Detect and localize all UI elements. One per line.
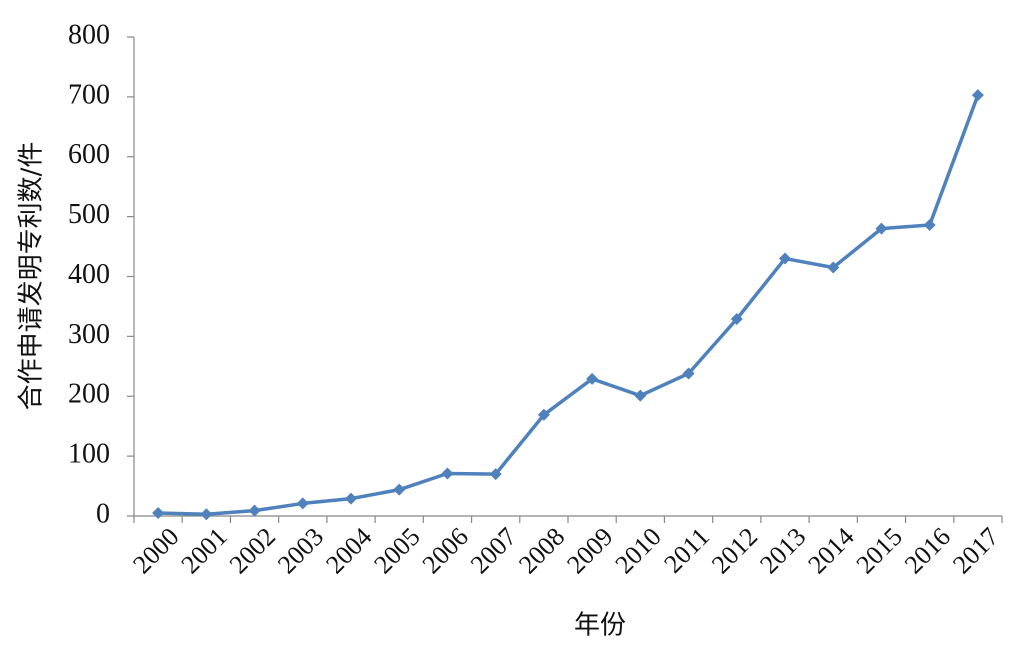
x-tick-label: 2001 — [176, 522, 233, 579]
data-point — [827, 261, 840, 274]
x-tick-label: 2009 — [561, 522, 618, 579]
data-point — [296, 497, 309, 510]
y-tick-label: 500 — [68, 199, 110, 230]
x-tick-label: 2003 — [272, 522, 329, 579]
data-point — [586, 372, 599, 385]
y-axis-title: 合作申请发明专利数/件 — [17, 142, 47, 411]
x-tick-label: 2017 — [947, 522, 1004, 579]
data-point — [393, 483, 406, 496]
data-point — [875, 222, 888, 235]
x-tick-label: 2007 — [465, 522, 522, 579]
data-point — [489, 468, 502, 481]
x-tick-label: 2002 — [224, 522, 281, 579]
data-line — [158, 94, 980, 516]
data-point — [441, 467, 454, 480]
y-tick-label: 100 — [68, 439, 110, 470]
y-tick-label: 300 — [68, 319, 110, 350]
x-tick-label: 2014 — [802, 522, 859, 579]
y-tick-label: 200 — [68, 379, 110, 410]
x-tick-label: 2016 — [899, 522, 956, 579]
x-axis-title: 年份 — [574, 611, 626, 641]
y-tick-label: 700 — [68, 79, 110, 110]
y-tick-label: 800 — [68, 19, 110, 50]
data-point — [779, 252, 791, 265]
y-tick-label: 0 — [96, 498, 110, 529]
data-point — [537, 408, 550, 421]
x-tick-label: 2000 — [127, 522, 184, 579]
x-tick-label: 2004 — [320, 522, 377, 579]
y-tick-label: 600 — [68, 139, 110, 170]
x-tick-label: 2012 — [706, 522, 763, 579]
data-point — [971, 89, 984, 102]
x-tick-label: 2005 — [368, 522, 425, 579]
x-tick-label: 2011 — [658, 522, 715, 579]
data-point — [200, 508, 213, 521]
x-tick-label: 2006 — [417, 522, 474, 579]
data-point — [248, 504, 261, 517]
data-point — [923, 219, 936, 232]
data-point — [730, 313, 743, 326]
x-tick-label: 2010 — [610, 522, 667, 579]
x-tick-label: 2013 — [754, 522, 811, 579]
data-point — [152, 507, 165, 520]
x-tick-label: 2008 — [513, 522, 570, 579]
data-point — [682, 367, 695, 380]
x-tick-label: 2015 — [851, 522, 908, 579]
data-point — [634, 389, 647, 402]
y-tick-label: 400 — [68, 259, 110, 290]
data-point — [345, 492, 357, 505]
